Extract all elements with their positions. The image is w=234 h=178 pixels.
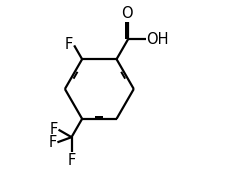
Text: F: F	[48, 135, 57, 150]
Text: OH: OH	[146, 32, 169, 47]
Text: F: F	[49, 122, 58, 137]
Text: O: O	[121, 6, 133, 21]
Text: F: F	[67, 153, 76, 168]
Text: F: F	[65, 37, 73, 52]
